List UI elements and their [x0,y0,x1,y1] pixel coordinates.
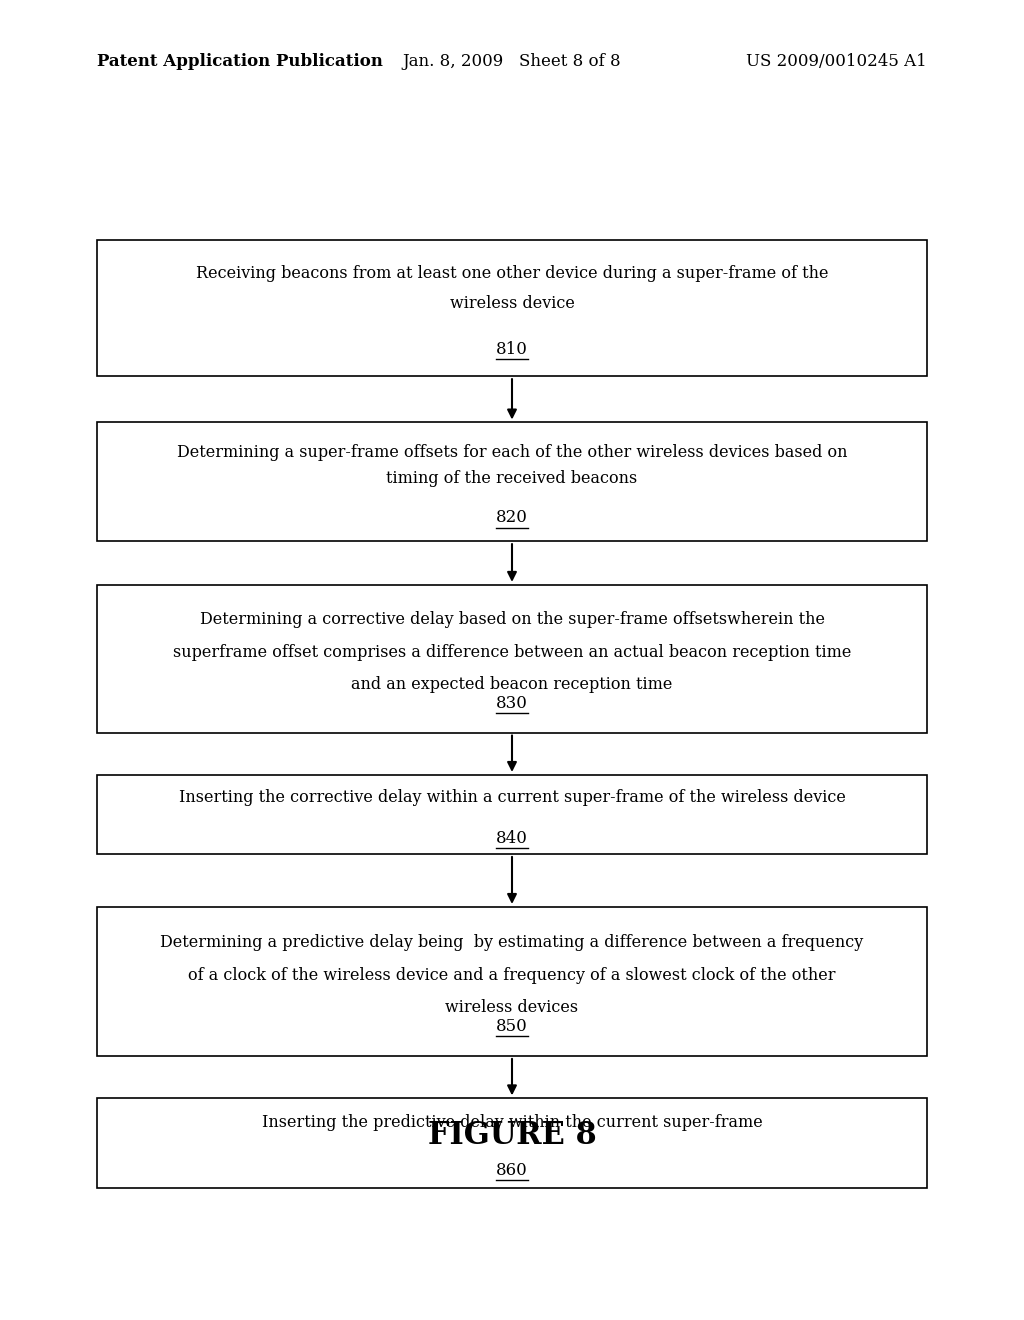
Text: wireless device: wireless device [450,294,574,312]
Bar [97,422,927,541]
Bar [97,907,927,1056]
Text: US 2009/0010245 A1: US 2009/0010245 A1 [745,54,927,70]
Text: Determining a predictive delay being  by estimating a difference between a frequ: Determining a predictive delay being by … [161,933,863,950]
Text: Determining a corrective delay based on the super-frame offsetswherein the: Determining a corrective delay based on … [200,611,824,628]
Text: superframe offset comprises a difference between an actual beacon reception time: superframe offset comprises a difference… [173,644,851,661]
Text: Determining a super-frame offsets for each of the other wireless devices based o: Determining a super-frame offsets for ea… [177,444,847,461]
Text: 860: 860 [496,1162,528,1179]
Text: 830: 830 [496,694,528,711]
Text: 820: 820 [496,510,528,525]
Text: timing of the received beacons: timing of the received beacons [386,470,638,487]
Text: Inserting the predictive delay within the current super-frame: Inserting the predictive delay within th… [261,1114,763,1131]
Text: Inserting the corrective delay within a current super-frame of the wireless devi: Inserting the corrective delay within a … [178,789,846,807]
Bar [97,585,927,733]
Text: Receiving beacons from at least one other device during a super-frame of the: Receiving beacons from at least one othe… [196,265,828,281]
Text: and an expected beacon reception time: and an expected beacon reception time [351,676,673,693]
Text: 850: 850 [496,1018,528,1035]
Text: FIGURE 8: FIGURE 8 [428,1119,596,1151]
Bar [97,775,927,854]
Bar [97,240,927,376]
Text: wireless devices: wireless devices [445,999,579,1016]
Text: of a clock of the wireless device and a frequency of a slowest clock of the othe: of a clock of the wireless device and a … [188,966,836,983]
Text: Jan. 8, 2009   Sheet 8 of 8: Jan. 8, 2009 Sheet 8 of 8 [402,54,622,70]
Text: 840: 840 [496,830,528,846]
Text: 810: 810 [496,341,528,358]
Bar [97,1098,927,1188]
Text: Patent Application Publication: Patent Application Publication [97,54,383,70]
